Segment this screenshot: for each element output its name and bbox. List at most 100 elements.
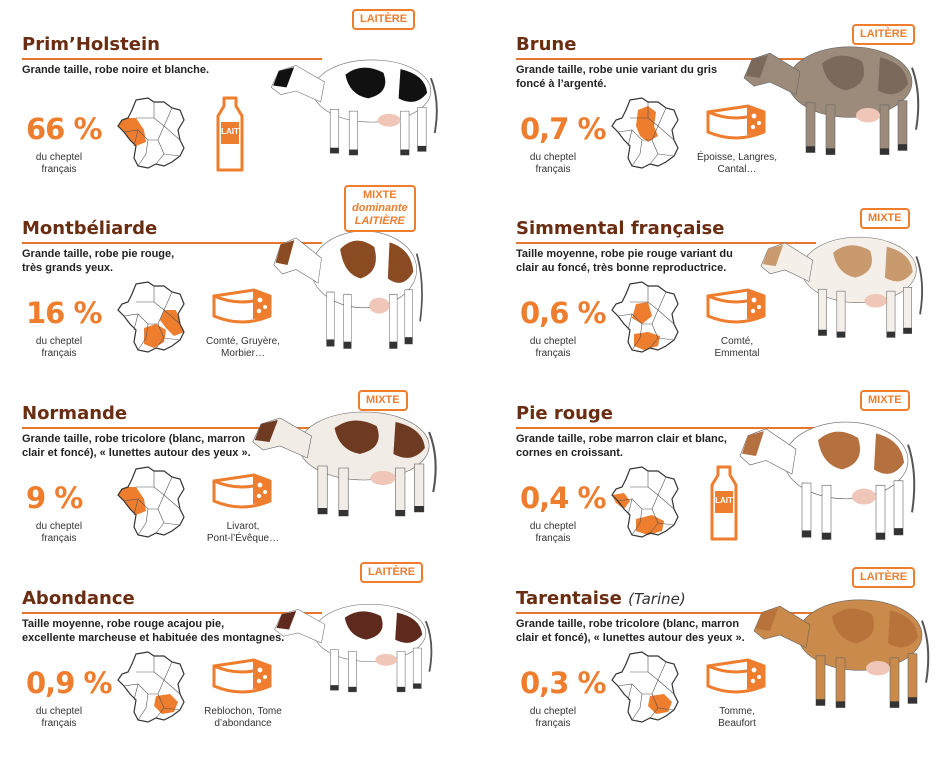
title-underline	[516, 427, 816, 429]
herd-percentage: 16 %	[26, 296, 103, 330]
highlighted-region	[636, 515, 664, 535]
breed-card: Brune Grande taille, robe unie variant du…	[516, 34, 950, 214]
cow-photo	[760, 236, 924, 338]
herd-percentage: 0,7 %	[520, 112, 607, 146]
breed-name: Montbéliarde	[22, 218, 157, 239]
region-border	[630, 301, 659, 325]
breed-card: Prim’Holstein Grande taille, robe noire e…	[22, 34, 462, 214]
region-border	[657, 522, 675, 526]
region-border	[657, 291, 675, 325]
caption-line-1: du cheptel	[529, 706, 577, 717]
cheese-caption-line-2: Beaufort	[718, 718, 756, 729]
breed-name-text: Simmental française	[516, 218, 725, 239]
percentage-caption: du cheptel français	[22, 706, 96, 730]
usage-badge: MIXTE	[860, 390, 910, 411]
region-border	[627, 683, 633, 701]
region-border	[631, 139, 643, 167]
breed-name: Prim’Holstein	[22, 34, 160, 55]
france-map	[117, 97, 185, 169]
cheese-caption-line-2: Pont-l’Évêque…	[206, 533, 280, 544]
france-map	[611, 651, 679, 723]
breed-description: Taille moyenne, robe rouge acajou pie, ex…	[22, 617, 284, 645]
breed-description: Grande taille, robe noire et blanche.	[22, 63, 209, 77]
region-border	[123, 129, 158, 141]
breed-card: Pie rouge Grande taille, robe marron clai…	[516, 403, 950, 583]
region-border	[630, 486, 659, 510]
cheese-caption-line-2: d’abondance	[214, 718, 272, 729]
caption-line-2: français	[41, 348, 77, 359]
description-line-1: Taille moyenne, robe pie rouge variant d…	[516, 248, 733, 260]
cow-photo	[753, 599, 930, 708]
description-line-1: Grande taille, robe pie rouge,	[22, 248, 175, 260]
region-border	[137, 693, 149, 721]
region-border	[137, 323, 149, 351]
highlighted-region	[154, 694, 178, 714]
usage-badge: LAITÈRE	[852, 567, 916, 588]
description-line-2: cornes en croissant.	[516, 447, 623, 459]
region-border	[630, 671, 659, 695]
france-map	[117, 281, 185, 353]
cheese-caption-line-1: Époisse, Langres,	[696, 152, 778, 163]
highlighted-region	[636, 106, 658, 142]
title-underline	[22, 58, 322, 60]
herd-percentage: 0,6 %	[520, 296, 607, 330]
region-border	[617, 498, 652, 510]
herd-percentage: 0,4 %	[520, 481, 607, 515]
cheese-caption: Comté, Emmental	[684, 336, 790, 360]
cheese-caption: Livarot, Pont-l’Évêque…	[190, 521, 296, 545]
badge-line-1: LAITÈRE	[360, 13, 408, 25]
herd-percentage: 0,9 %	[26, 666, 113, 700]
cow-photo	[743, 46, 920, 155]
breed-name-text: Abondance	[22, 588, 135, 609]
milk-bottle-icon: LAIT	[706, 465, 742, 543]
caption-line-1: du cheptel	[35, 152, 83, 163]
region-border	[133, 498, 139, 516]
description-line-1: Grande taille, robe noire et blanche.	[22, 64, 210, 76]
cow-photo	[252, 411, 437, 517]
france-map	[117, 651, 185, 723]
badge-line-3: LAITIÈRE	[354, 215, 405, 227]
percentage-caption: du cheptel français	[22, 152, 96, 176]
badge-line-1: MIXTE	[868, 394, 902, 406]
title-underline	[516, 242, 816, 244]
region-border	[136, 671, 165, 695]
region-border	[137, 139, 149, 167]
highlighted-region	[632, 302, 652, 324]
breed-description: Grande taille, robe tricolore (blanc, ma…	[22, 432, 251, 460]
badge-line-1: LAITÈRE	[860, 571, 908, 583]
region-border	[649, 139, 659, 165]
region-border	[627, 498, 633, 516]
cheese-caption-line-1: Comté,	[720, 336, 754, 347]
cheese-caption-line-1: Livarot,	[226, 521, 260, 532]
cow-photo	[273, 230, 423, 349]
region-border	[155, 508, 165, 534]
caption-line-1: du cheptel	[35, 521, 83, 532]
usage-badge: MIXTE dominante LAITIÈRE	[344, 185, 416, 232]
region-border	[617, 129, 652, 141]
description-line-1: Taille moyenne, robe rouge acajou pie,	[22, 618, 225, 630]
breed-name-text: Montbéliarde	[22, 218, 158, 239]
breed-card: Normande Grande taille, robe tricolore (b…	[22, 403, 462, 583]
region-border	[163, 707, 181, 711]
region-border	[163, 661, 181, 695]
cow-photo	[270, 59, 438, 156]
region-border	[133, 313, 139, 331]
region-border	[163, 107, 181, 141]
region-border	[631, 693, 643, 721]
region-border	[133, 683, 139, 701]
region-border	[136, 486, 165, 510]
cheese-caption-line-2: Cantal…	[717, 164, 757, 175]
cheese-icon	[212, 473, 272, 509]
breed-card: Simmental française Taille moyenne, robe …	[516, 218, 950, 398]
region-border	[155, 139, 165, 165]
milk-label: LAIT	[221, 127, 239, 136]
cheese-caption-line-2: Emmental	[714, 348, 760, 359]
region-border	[617, 683, 652, 695]
region-border	[123, 498, 158, 510]
region-border	[123, 313, 158, 325]
breed-name: Abondance	[22, 588, 135, 609]
breed-card: Tarentaise (Tarine) Grande taille, robe t…	[516, 588, 950, 768]
cheese-caption-line-1: Reblochon, Tome	[204, 706, 282, 717]
cheese-icon	[212, 658, 272, 694]
badge-line-1: LAITÈRE	[860, 28, 908, 40]
